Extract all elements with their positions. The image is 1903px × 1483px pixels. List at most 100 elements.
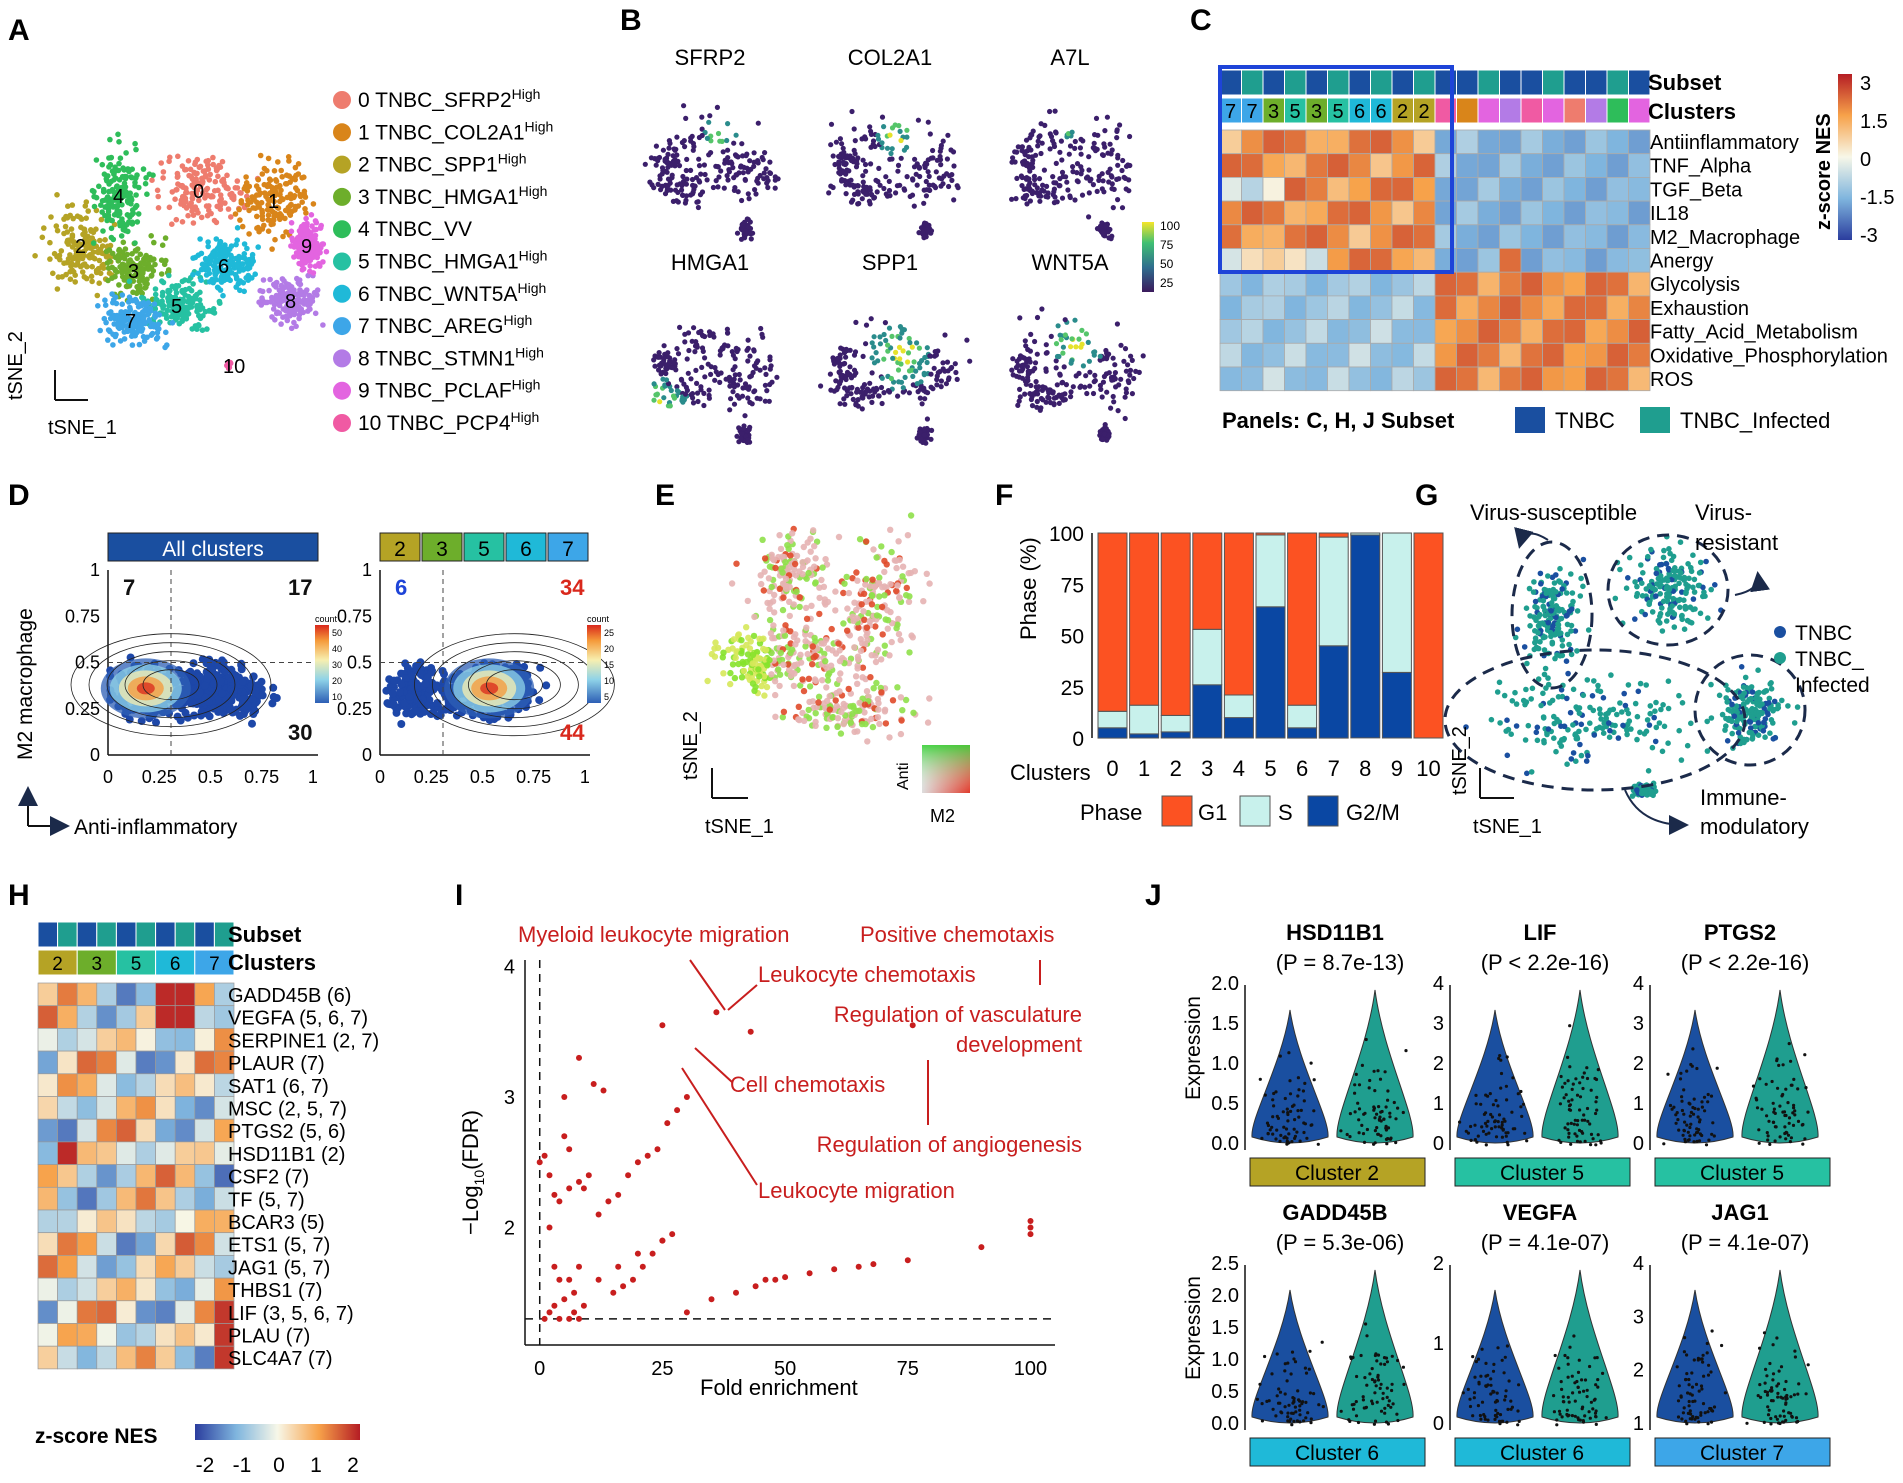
i-point xyxy=(541,1315,548,1322)
feature-title-wnt5a: WNT5A xyxy=(1032,250,1109,275)
i-point xyxy=(659,1237,666,1244)
c-heat-cell xyxy=(1585,295,1608,320)
c-heat-cell xyxy=(1563,153,1586,178)
h-heat-cell xyxy=(76,1255,98,1279)
h-heat-cell xyxy=(155,1186,176,1211)
violin-tnbc xyxy=(1251,1009,1329,1144)
c-heat-cell xyxy=(1520,295,1543,320)
h-heat-cell xyxy=(96,1096,117,1120)
d-header-all-clusters: All clusters xyxy=(162,538,264,561)
h-heat-cell xyxy=(155,1096,176,1120)
c-heat-cell xyxy=(1391,342,1414,368)
c-heat-cell xyxy=(1370,200,1393,226)
d-count-tl: 7 xyxy=(123,575,135,600)
c-heat-cell xyxy=(1327,319,1350,344)
i-point xyxy=(870,1261,877,1268)
i-xlabel: Fold enrichment xyxy=(700,1375,858,1400)
c-heat-cell xyxy=(1370,366,1393,392)
c-heat-cell xyxy=(1284,200,1307,226)
d-count-tl: 6 xyxy=(395,575,407,600)
c-heat-cell xyxy=(1413,366,1436,392)
c-heat-cell xyxy=(1606,200,1629,226)
violin-tnbc xyxy=(1656,1009,1734,1144)
legend-dot-cluster-0 xyxy=(333,91,351,109)
h-gene-label: PTGS2 (5, 6) xyxy=(228,1121,346,1143)
f-xtick-0: 0 xyxy=(1106,756,1118,781)
h-heat-cell xyxy=(96,1028,117,1052)
d-header-cluster-box xyxy=(463,532,505,562)
c-colorbar xyxy=(1838,74,1852,240)
h-heat-cell xyxy=(135,1186,156,1211)
c-heat-cell xyxy=(1284,342,1307,368)
a-xlabel: tSNE_1 xyxy=(48,417,117,439)
h-heat-cell xyxy=(96,1118,117,1143)
c-subset-cell xyxy=(1585,69,1608,96)
c-heat-cell xyxy=(1413,129,1436,155)
h-heat-cell xyxy=(174,1232,196,1256)
h-heat-cell xyxy=(155,1232,176,1256)
c-heat-cell xyxy=(1305,129,1328,155)
h-heat-cell xyxy=(96,1164,117,1188)
c-heat-cell xyxy=(1499,319,1522,344)
h-heat-cell xyxy=(57,1096,78,1120)
h-heat-cell xyxy=(174,1300,196,1324)
c-cluster-number: 3 xyxy=(1268,101,1279,123)
h-heat-cell xyxy=(214,1345,235,1370)
term-development: development xyxy=(956,1032,1082,1057)
c-cluster-cell xyxy=(1456,97,1479,124)
h-heat-cell xyxy=(96,1141,117,1165)
c-heat-cell xyxy=(1348,129,1371,155)
c-heat-cell xyxy=(1262,200,1285,226)
h-heat-cell xyxy=(194,1073,215,1097)
bar-cluster-0-g1 xyxy=(1097,532,1128,712)
h-heat-cell xyxy=(135,1096,156,1120)
h-heat-cell xyxy=(174,1141,196,1165)
c-heat-cell xyxy=(1262,248,1285,273)
d-count-tick: 15 xyxy=(604,660,614,670)
h-subset-cell xyxy=(37,921,59,948)
violin-ytick: 0 xyxy=(1433,1413,1444,1435)
h-heat-cell xyxy=(76,1028,98,1052)
c-heat-cell xyxy=(1499,200,1522,226)
violin-ytick: 1.5 xyxy=(1211,1013,1239,1035)
i-point xyxy=(551,1302,558,1309)
d-count-colorbar xyxy=(315,625,329,703)
h-heat-cell xyxy=(155,1300,176,1324)
legend-dot-cluster-3 xyxy=(333,187,351,206)
c-heat-cell xyxy=(1241,129,1264,155)
c-heat-cell xyxy=(1262,319,1285,344)
c-heat-cell xyxy=(1628,342,1651,368)
legend-dot-cluster-8 xyxy=(333,349,351,368)
c-heat-cell xyxy=(1628,176,1651,202)
c-heat-cell xyxy=(1606,319,1629,344)
violin-ytick: 0.5 xyxy=(1211,1093,1239,1115)
i-point xyxy=(752,1283,759,1290)
c-heat-cell xyxy=(1413,176,1436,202)
c-heat-cell xyxy=(1284,129,1307,155)
violin-infected xyxy=(1741,1269,1819,1424)
h-heat-cell xyxy=(37,1232,58,1256)
c-heat-cell xyxy=(1542,200,1565,226)
c-heat-cell xyxy=(1542,366,1565,392)
h-heat-cell xyxy=(57,1164,78,1188)
c-heat-cell xyxy=(1499,153,1522,178)
violin-ytick: 2 xyxy=(1433,1053,1444,1075)
h-heat-cell xyxy=(116,1118,137,1143)
c-heat-cell xyxy=(1477,271,1500,297)
c-heat-cell xyxy=(1542,319,1565,344)
h-cluster-number-5: 5 xyxy=(131,954,142,975)
c-row-label: IL18 xyxy=(1650,203,1689,225)
term-regulation-vasculature: Regulation of vasculature xyxy=(834,1002,1082,1027)
h-heat-cell xyxy=(194,1209,215,1234)
h-gene-label: SERPINE1 (2, 7) xyxy=(228,1030,379,1052)
legend-label-cluster-9: 9 TNBC_PCLAFHigh xyxy=(358,377,540,403)
h-heat-cell xyxy=(135,1323,156,1347)
c-heat-cell xyxy=(1563,129,1586,155)
d-count-title: count xyxy=(315,614,338,624)
violin-ytick: 0.0 xyxy=(1211,1413,1239,1435)
legend-label-cluster-10: 10 TNBC_PCP4High xyxy=(358,409,539,435)
c-heat-cell xyxy=(1434,295,1457,320)
d-header-cluster-2: 2 xyxy=(394,538,406,561)
c-heat-cell xyxy=(1219,248,1242,273)
c-heat-cell xyxy=(1456,129,1479,155)
